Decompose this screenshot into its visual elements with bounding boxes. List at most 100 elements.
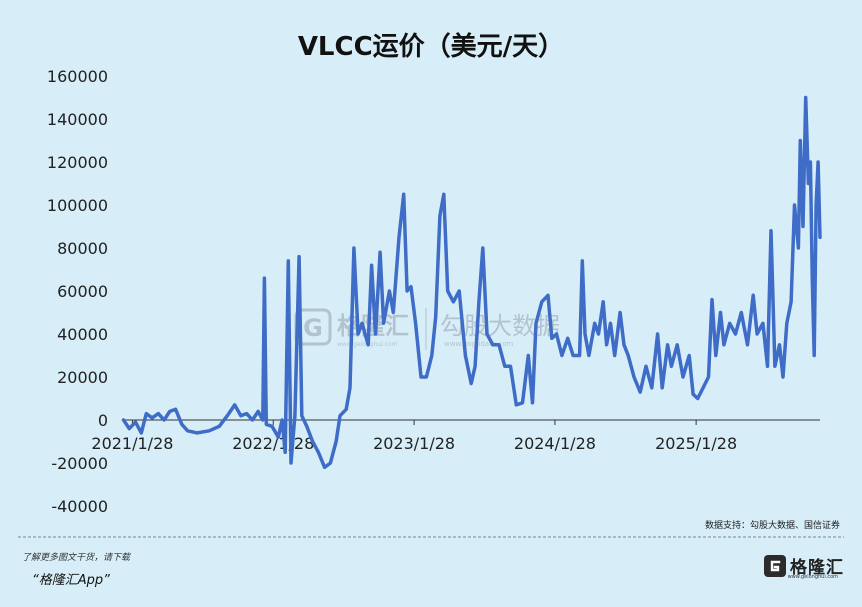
watermark-product: 勾股大数据: [440, 312, 560, 340]
data-point: [804, 96, 807, 99]
data-point: [492, 343, 494, 346]
footer-promo: 了解更多图文干货，请下载 “格隆汇App”: [22, 550, 130, 588]
data-point: [481, 247, 484, 249]
x-tick-label: 2022/1/28: [232, 434, 314, 453]
data-point: [656, 333, 659, 335]
y-tick-label: -20000: [51, 454, 108, 473]
data-point: [809, 161, 812, 163]
data-point: [627, 354, 630, 357]
data-point: [406, 290, 408, 292]
data-point: [151, 417, 153, 419]
watermark-product-domain: www.gogudata.com: [444, 340, 513, 348]
data-point: [707, 376, 710, 378]
data-point: [265, 423, 268, 426]
data-point: [425, 376, 428, 378]
data-point: [786, 322, 788, 325]
data-point: [572, 354, 574, 357]
data-point: [317, 451, 320, 454]
data-point: [802, 225, 804, 228]
data-point: [778, 343, 781, 346]
y-tick-label: 20000: [57, 368, 108, 387]
data-point: [382, 322, 385, 325]
data-point: [446, 290, 449, 292]
data-point: [306, 425, 308, 428]
y-tick-label: 40000: [57, 325, 108, 344]
data-point: [301, 414, 303, 417]
data-point: [782, 376, 784, 378]
data-point: [723, 343, 725, 346]
data-point: [535, 322, 537, 325]
data-point: [361, 322, 363, 325]
data-point: [740, 311, 743, 314]
data-point: [819, 236, 821, 239]
data-point: [797, 247, 800, 249]
data-point: [420, 376, 422, 378]
data-point: [561, 354, 563, 357]
data-point: [719, 311, 722, 314]
x-tick-label: 2021/1/28: [91, 434, 173, 453]
data-point: [666, 343, 669, 346]
data-point: [478, 300, 480, 303]
data-point: [619, 311, 621, 314]
data-point: [531, 402, 534, 404]
data-point: [357, 333, 359, 335]
y-axis: -40000 -20000 0 20000 40000 60000 80000 100000 1…: [47, 67, 108, 516]
data-point: [163, 419, 165, 421]
y-tick-label: 120000: [47, 153, 108, 172]
data-point: [588, 354, 590, 357]
data-point: [434, 316, 437, 318]
data-point: [766, 365, 769, 368]
data-point: [290, 462, 292, 464]
data-point: [503, 365, 506, 368]
data-point: [597, 333, 600, 335]
x-tick-label: 2023/1/28: [373, 434, 455, 453]
data-point: [774, 365, 776, 368]
data-point: [515, 404, 518, 406]
watermark-logo-letter: G: [303, 314, 323, 342]
data-point: [329, 462, 332, 464]
data-point: [240, 414, 242, 417]
data-point: [470, 382, 472, 385]
data-point: [157, 412, 160, 415]
data-point: [815, 204, 817, 206]
data-point: [566, 337, 569, 340]
data-point: [584, 333, 586, 335]
y-tick-label: 0: [98, 411, 108, 430]
x-tick-label: 2024/1/28: [514, 434, 596, 453]
data-point: [335, 440, 337, 443]
data-point: [339, 414, 341, 417]
watermark: G 格隆汇 www.gelonghui.com 勾股大数据 www.goguda…: [294, 308, 560, 350]
data-point: [257, 410, 260, 413]
data-point: [715, 354, 717, 357]
data-point: [696, 397, 699, 400]
data-point: [311, 440, 314, 443]
footer-brand-name: 格隆汇: [790, 558, 844, 578]
data-point: [811, 279, 814, 282]
data-point: [770, 230, 772, 232]
data-point: [790, 300, 792, 303]
data-point: [388, 290, 391, 292]
data-point: [414, 322, 417, 325]
data-point: [128, 427, 131, 430]
data-point: [602, 300, 604, 303]
data-point: [817, 161, 819, 163]
data-point: [134, 421, 137, 423]
data-point: [245, 412, 248, 415]
footer-promo-line2: “格隆汇App”: [32, 573, 110, 588]
data-point: [271, 425, 273, 428]
data-point: [233, 404, 236, 406]
data-point: [410, 285, 412, 288]
data-point: [734, 333, 737, 335]
data-point: [458, 290, 461, 292]
data-point: [702, 386, 704, 389]
data-point: [752, 294, 755, 297]
chart-title: VLCC运价（美元/天）: [298, 31, 564, 62]
data-point: [547, 294, 549, 297]
data-point: [498, 343, 500, 346]
data-point: [452, 300, 455, 303]
data-point: [323, 466, 326, 469]
data-point: [555, 333, 558, 335]
data-point: [218, 425, 221, 428]
data-point: [593, 322, 596, 325]
